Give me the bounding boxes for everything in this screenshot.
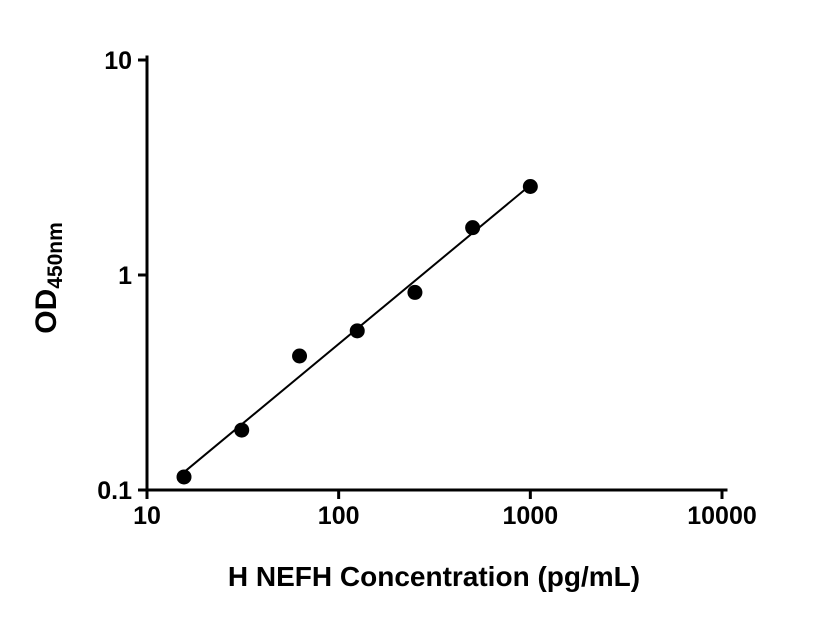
y-tick-label: 1 <box>118 262 132 290</box>
data-point <box>349 323 365 339</box>
y-tick-label: 10 <box>104 47 132 75</box>
y-axis-title-main: OD <box>30 289 63 334</box>
x-axis-title: H NEFH Concentration (pg/mL) <box>228 561 640 592</box>
data-point <box>176 469 192 485</box>
x-tick-label: 100 <box>318 502 360 530</box>
plot-area: 10 100 1000 10000 0.1 1 10 <box>97 47 757 530</box>
data-point <box>407 284 423 300</box>
x-tick-label: 10000 <box>687 502 757 530</box>
y-axis-title-subscript: 450nm <box>44 222 67 289</box>
data-point <box>465 220 481 236</box>
x-tick-label: 10 <box>133 502 161 530</box>
data-point <box>522 179 538 195</box>
y-axis-title: OD450nm <box>30 222 67 334</box>
axis-frame <box>145 55 728 492</box>
data-point <box>292 348 308 364</box>
data-point <box>234 422 250 438</box>
x-tick-label: 1000 <box>503 502 559 530</box>
y-tick-label: 0.1 <box>97 477 132 505</box>
